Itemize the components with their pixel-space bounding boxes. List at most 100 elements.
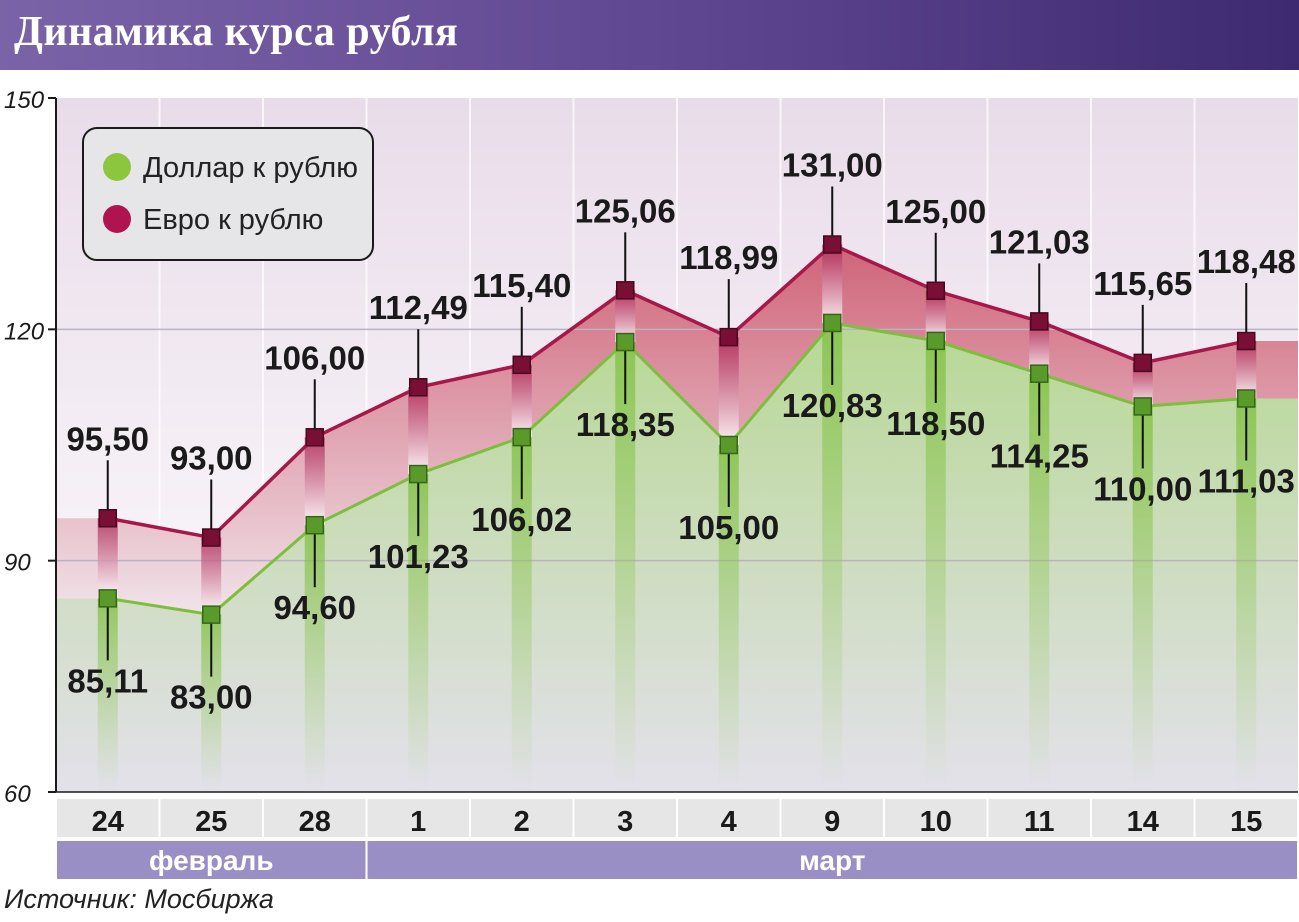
usd-value-label: 101,23 <box>368 538 469 575</box>
eur-value-label: 106,00 <box>264 339 365 376</box>
chart-title: Динамика курса рубля <box>14 9 459 55</box>
usd-value-label: 118,50 <box>886 405 985 442</box>
usd-marker <box>305 515 324 535</box>
eur-bar <box>1236 341 1257 399</box>
eur-marker <box>719 327 738 347</box>
eur-value-label: 121,03 <box>989 223 1090 260</box>
usd-value-label: 114,25 <box>990 438 1089 475</box>
usd-bar <box>615 342 636 792</box>
eur-bar <box>718 337 739 445</box>
legend-label-eur: Евро к рублю <box>143 204 323 236</box>
eur-marker <box>616 281 635 300</box>
usd-line <box>107 321 1247 617</box>
x-category-cell <box>1092 799 1194 837</box>
y-tick-label: 60 <box>4 781 31 808</box>
month-label: март <box>799 845 865 876</box>
y-tick-label: 120 <box>4 318 45 345</box>
x-tick-label: 3 <box>617 806 633 838</box>
x-category-cell <box>1195 799 1297 837</box>
eur-value-label: 125,00 <box>885 193 986 230</box>
x-category-cell <box>471 799 573 837</box>
usd-marker <box>1133 397 1152 416</box>
eur-bar <box>304 437 325 526</box>
eur-marker <box>409 377 428 397</box>
eur-line <box>107 242 1247 540</box>
eur-marker <box>98 509 117 528</box>
usd-marker <box>1030 364 1049 383</box>
eur-marker <box>1133 353 1152 373</box>
month-band <box>57 841 366 879</box>
legend-label-usd: Доллар к рублю <box>143 152 358 184</box>
x-tick-label: 24 <box>92 806 124 838</box>
eur-marker <box>1030 312 1049 331</box>
eur-value-label: 115,40 <box>472 267 571 304</box>
x-tick-label: 28 <box>299 806 331 838</box>
x-category-cell <box>57 799 159 837</box>
eur-marker <box>823 235 842 254</box>
usd-value-label: 94,60 <box>273 589 356 626</box>
usd-bar <box>925 340 946 792</box>
usd-value-label: 120,83 <box>782 387 883 424</box>
usd-bar <box>1236 398 1257 792</box>
x-tick-label: 4 <box>721 806 737 838</box>
eur-bar <box>925 290 946 341</box>
month-label: февраль <box>149 845 274 876</box>
usd-marker <box>719 435 738 455</box>
usd-value-label: 83,00 <box>170 679 253 716</box>
usd-marker <box>1237 389 1256 408</box>
eur-bar <box>408 387 429 475</box>
eur-value-label: 118,48 <box>1197 243 1296 280</box>
usd-value-label: 110,00 <box>1093 470 1192 507</box>
usd-marker <box>616 332 635 352</box>
usd-marker <box>512 427 531 447</box>
eur-value-label: 93,00 <box>170 440 253 477</box>
source-note: Источник: Мосбиржа <box>4 884 274 914</box>
x-tick-label: 10 <box>920 806 952 838</box>
y-tick-label: 90 <box>4 550 31 577</box>
x-tick-label: 11 <box>1024 806 1055 838</box>
usd-value-label: 85,11 <box>67 662 148 699</box>
chart-header: Динамика курса рубля <box>0 0 1299 70</box>
x-tick-label: 14 <box>1127 806 1159 838</box>
usd-bar <box>201 614 222 792</box>
eur-marker <box>305 428 324 447</box>
usd-bar <box>1029 373 1050 792</box>
eur-area <box>56 244 1298 615</box>
usd-bar <box>822 322 843 792</box>
month-band <box>367 841 1297 879</box>
usd-bar <box>304 525 325 792</box>
usd-value-label: 111,03 <box>1198 463 1295 500</box>
eur-marker <box>512 355 531 375</box>
usd-value-label: 105,00 <box>678 509 779 546</box>
eur-bar <box>511 364 532 438</box>
eur-marker <box>926 281 945 301</box>
usd-bar <box>408 474 429 792</box>
eur-bar <box>822 244 843 323</box>
x-tick-label: 25 <box>195 806 227 838</box>
x-category-cell <box>988 799 1090 837</box>
eur-marker <box>202 528 221 547</box>
x-category-cell <box>574 799 676 837</box>
usd-marker <box>823 313 842 333</box>
legend-swatch-usd <box>103 153 131 181</box>
eur-bar <box>615 290 636 343</box>
x-tick-label: 9 <box>824 806 840 838</box>
x-tick-label: 2 <box>514 806 530 838</box>
x-category-cell <box>781 799 883 837</box>
x-tick-label: 1 <box>410 806 426 838</box>
usd-value-label: 106,02 <box>471 501 572 538</box>
x-category-cell <box>160 799 262 837</box>
y-tick-label: 150 <box>4 87 45 114</box>
eur-bar <box>97 518 118 599</box>
usd-bar <box>718 445 739 792</box>
usd-marker <box>409 464 428 484</box>
usd-marker <box>926 331 945 351</box>
x-category-cell <box>885 799 987 837</box>
usd-value-label: 118,35 <box>576 406 675 443</box>
usd-marker <box>202 605 221 624</box>
eur-value-label: 125,06 <box>575 192 676 229</box>
eur-value-label: 131,00 <box>782 147 883 184</box>
eur-value-label: 95,50 <box>66 420 149 457</box>
eur-bar <box>1029 321 1050 374</box>
ruble-exchange-chart: 95,5085,1193,0083,00106,0094,60112,49101… <box>4 87 1298 879</box>
